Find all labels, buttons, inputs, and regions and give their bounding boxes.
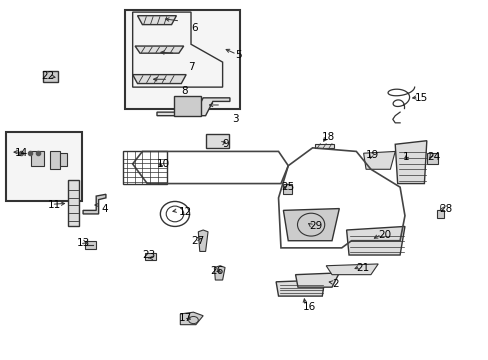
Bar [50, 152, 60, 169]
Text: 20: 20 [377, 230, 390, 240]
Bar [426, 153, 437, 164]
Text: 23: 23 [142, 250, 155, 260]
Polygon shape [157, 98, 229, 116]
Text: 5: 5 [234, 50, 241, 60]
Text: 22: 22 [41, 71, 54, 81]
Text: 12: 12 [179, 207, 192, 217]
Bar [283, 184, 291, 194]
Text: 21: 21 [356, 262, 369, 273]
Text: 24: 24 [427, 152, 440, 162]
Polygon shape [276, 280, 324, 296]
Bar [122, 152, 166, 184]
Text: 16: 16 [302, 302, 315, 312]
Text: 1: 1 [402, 152, 408, 162]
Text: 27: 27 [191, 236, 204, 246]
Text: 14: 14 [15, 148, 28, 158]
Polygon shape [135, 46, 183, 53]
Text: 3: 3 [232, 114, 239, 124]
Polygon shape [283, 208, 339, 241]
Bar [85, 242, 96, 249]
Polygon shape [214, 266, 224, 280]
Bar [314, 144, 334, 148]
Text: 18: 18 [322, 132, 335, 142]
Polygon shape [394, 141, 426, 184]
Text: 8: 8 [181, 86, 187, 96]
Text: 26: 26 [210, 266, 223, 276]
Text: 11: 11 [47, 200, 61, 210]
Polygon shape [325, 264, 377, 275]
Polygon shape [198, 230, 207, 251]
Text: 7: 7 [188, 63, 195, 72]
Text: 2: 2 [331, 279, 338, 289]
Polygon shape [137, 16, 176, 24]
Text: 29: 29 [308, 221, 322, 231]
Bar [436, 210, 443, 217]
Bar [174, 96, 201, 116]
Text: 13: 13 [77, 238, 90, 248]
Bar [68, 180, 79, 226]
Text: 19: 19 [366, 150, 379, 160]
Text: 4: 4 [101, 203, 107, 213]
Polygon shape [83, 194, 106, 214]
Bar [6, 132, 81, 202]
Bar [144, 252, 155, 260]
Polygon shape [346, 226, 404, 255]
Text: 17: 17 [179, 312, 192, 323]
Polygon shape [295, 273, 339, 287]
Bar [43, 71, 58, 82]
Text: 6: 6 [191, 23, 197, 33]
Polygon shape [132, 75, 186, 84]
Text: 28: 28 [438, 203, 451, 213]
Bar [30, 152, 44, 166]
Text: 9: 9 [222, 139, 229, 149]
Bar [60, 153, 67, 166]
Polygon shape [180, 312, 203, 325]
Polygon shape [363, 152, 394, 169]
Bar [205, 134, 228, 148]
Text: 10: 10 [157, 159, 170, 169]
Text: 15: 15 [414, 93, 427, 103]
Text: 25: 25 [281, 182, 294, 192]
Bar [125, 10, 239, 109]
